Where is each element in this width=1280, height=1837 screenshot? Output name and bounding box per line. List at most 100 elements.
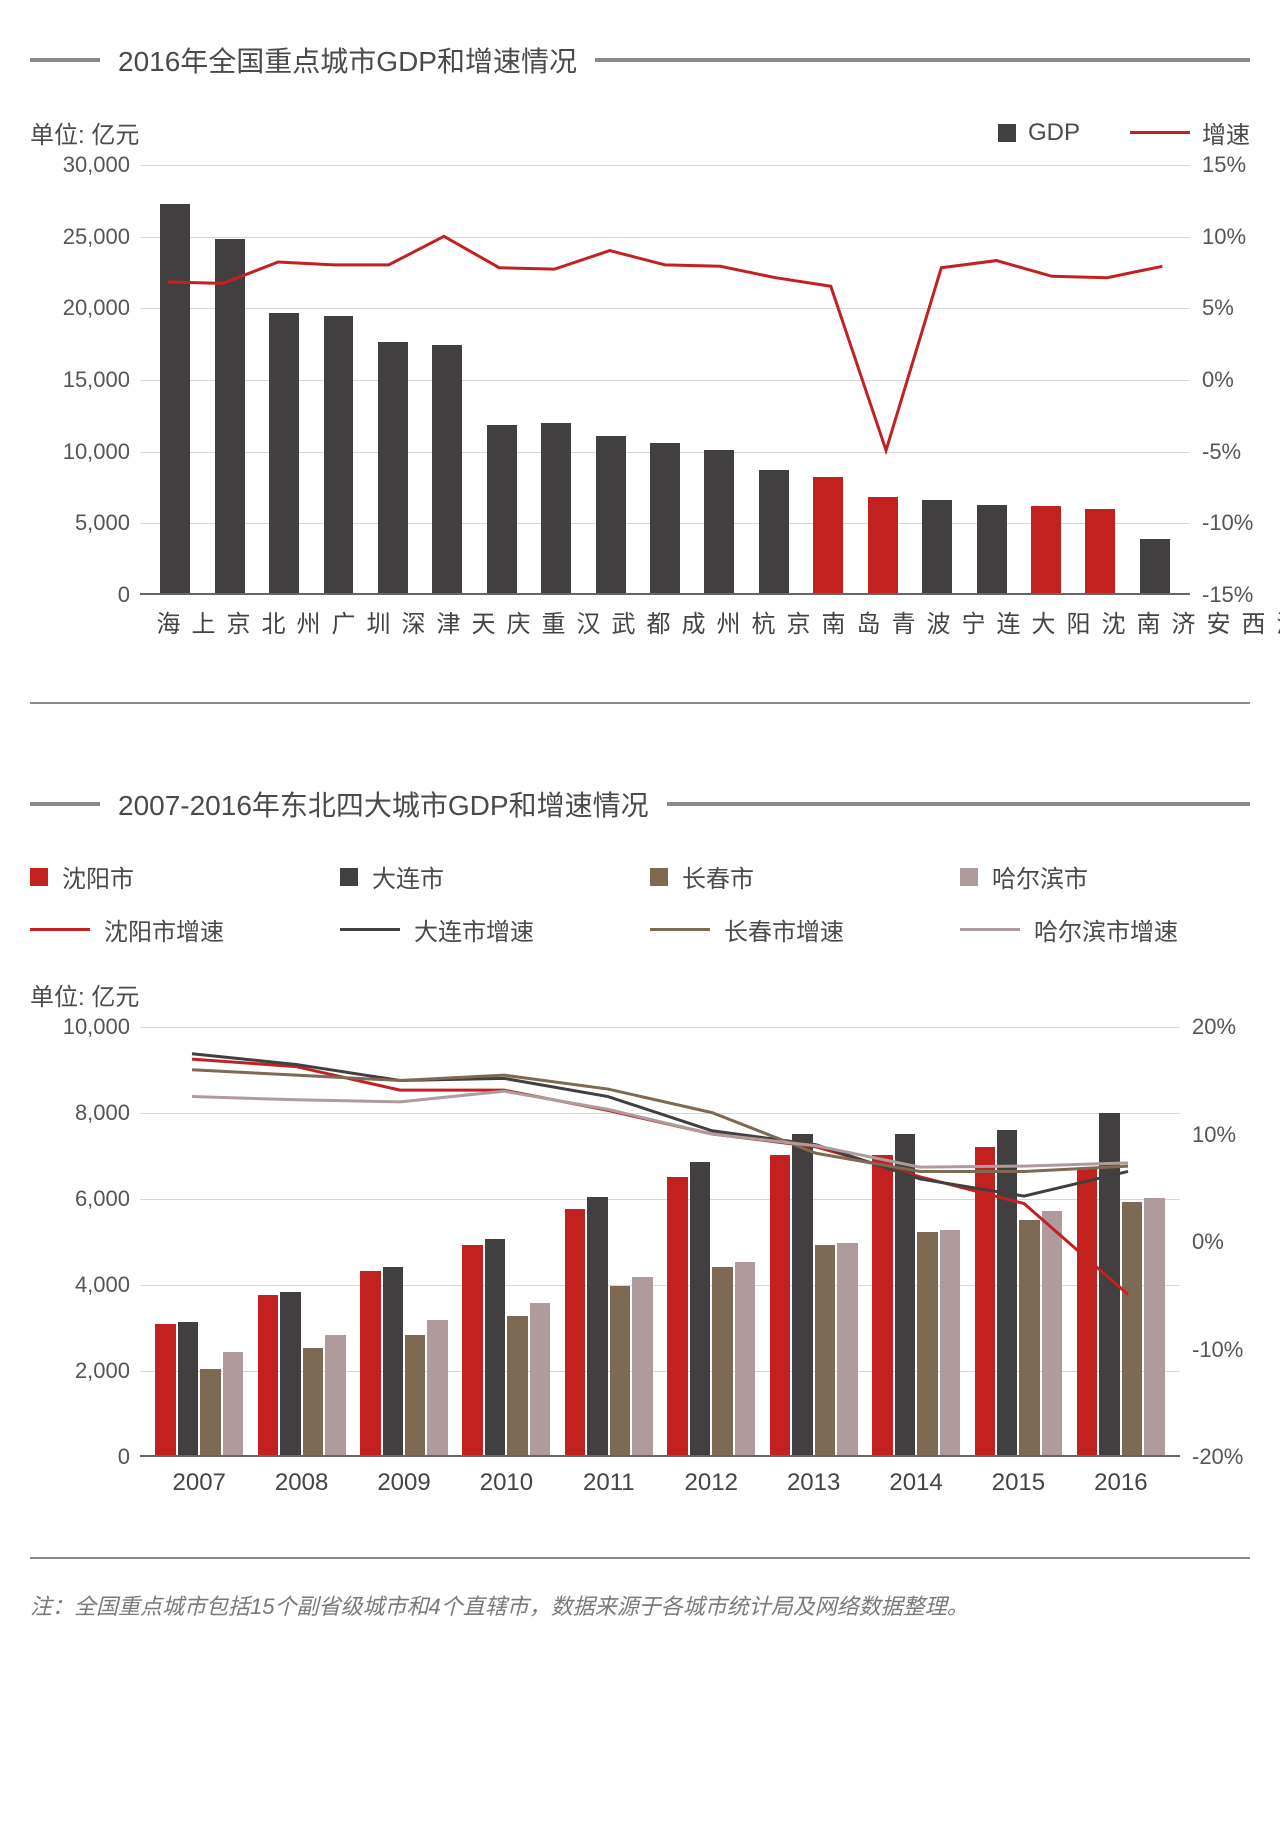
- title-rule-left: [30, 58, 100, 62]
- chart1-unit-label: 单位: 亿元: [30, 115, 139, 150]
- ytick-left: 10,000: [30, 439, 130, 465]
- xlabel: 上海: [148, 607, 218, 642]
- bar-group-slot: [967, 1027, 1069, 1455]
- bar: [427, 1320, 447, 1455]
- bar: [565, 1209, 585, 1455]
- bar: [405, 1335, 425, 1455]
- legend-bar-item: 长春市: [650, 859, 940, 894]
- xlabel: 青岛: [848, 607, 918, 642]
- legend-swatch: [30, 868, 48, 886]
- bar: [940, 1230, 960, 1455]
- bar: [1099, 1113, 1119, 1455]
- ytick-right: 10%: [1192, 1122, 1272, 1148]
- bar-slot: [910, 165, 964, 593]
- bar-slot: [529, 165, 583, 593]
- bar: [215, 239, 245, 593]
- bar: [530, 1303, 550, 1455]
- bar-group-slot: [1070, 1027, 1172, 1455]
- xlabel: 重庆: [498, 607, 568, 642]
- ytick-right: 15%: [1202, 152, 1280, 178]
- legend-swatch: [960, 928, 1020, 931]
- xlabel: 2011: [558, 1469, 660, 1497]
- bar-group: [250, 1027, 352, 1455]
- legend-bar-item: 沈阳市: [30, 859, 320, 894]
- legend-growth-swatch: [1130, 131, 1190, 134]
- legend-line-item: 沈阳市增速: [30, 912, 320, 947]
- bar-group-slot: [558, 1027, 660, 1455]
- bar: [704, 450, 734, 593]
- bar: [487, 425, 517, 593]
- bar: [650, 443, 680, 593]
- legend-label: 大连市: [372, 859, 444, 894]
- xlabel: 成都: [638, 607, 708, 642]
- bar: [485, 1239, 505, 1455]
- bar: [1122, 1202, 1142, 1455]
- ytick-right: -20%: [1192, 1444, 1272, 1470]
- title-rule-left: [30, 802, 100, 806]
- bar-slot: [1019, 165, 1073, 593]
- xlabel: 2013: [762, 1469, 864, 1497]
- bar: [868, 497, 898, 593]
- bar: [1019, 1220, 1039, 1455]
- ytick-left: 30,000: [30, 152, 130, 178]
- bar-group-slot: [762, 1027, 864, 1455]
- bar-group-slot: [148, 1027, 250, 1455]
- bar-slot: [855, 165, 909, 593]
- bar-group: [762, 1027, 864, 1455]
- legend-label: 沈阳市增速: [104, 912, 224, 947]
- ytick-left: 0: [30, 582, 130, 608]
- bar: [462, 1245, 482, 1455]
- xlabel: 2012: [660, 1469, 762, 1497]
- xlabel: 2007: [148, 1469, 250, 1497]
- bar: [1042, 1211, 1062, 1455]
- bar-slot: [148, 165, 202, 593]
- bar-group: [148, 1027, 250, 1455]
- bar: [200, 1369, 220, 1455]
- legend-bar-item: 大连市: [340, 859, 630, 894]
- ytick-left: 15,000: [30, 367, 130, 393]
- ytick-right: 0%: [1202, 367, 1280, 393]
- bar-slot: [202, 165, 256, 593]
- bar: [223, 1352, 243, 1455]
- bar-slot: [692, 165, 746, 593]
- xlabel: 2010: [455, 1469, 557, 1497]
- bar-group: [353, 1027, 455, 1455]
- ytick-left: 20,000: [30, 295, 130, 321]
- bar-group-slot: [353, 1027, 455, 1455]
- legend-label: 长春市增速: [724, 912, 844, 947]
- bar: [258, 1295, 278, 1456]
- chart2-plot: 02,0004,0006,0008,00010,000-20%-10%0%10%…: [140, 1027, 1180, 1457]
- bar: [977, 505, 1007, 593]
- bar: [610, 1286, 630, 1455]
- legend-gdp-label: GDP: [1028, 119, 1080, 147]
- bar-slot: [964, 165, 1018, 593]
- legend-line-item: 哈尔滨市增速: [960, 912, 1250, 947]
- chart2-title-row: 2007-2016年东北四大城市GDP和增速情况: [30, 784, 1250, 824]
- bar-slot: [1073, 165, 1127, 593]
- bar: [507, 1316, 527, 1455]
- title-rule-right: [667, 802, 1250, 806]
- bar-slot: [638, 165, 692, 593]
- bar: [815, 1245, 835, 1455]
- ytick-left: 8,000: [30, 1100, 130, 1126]
- bar: [792, 1134, 812, 1455]
- legend-swatch: [340, 868, 358, 886]
- bar: [360, 1271, 380, 1455]
- legend-growth-label: 增速: [1202, 115, 1250, 150]
- bar-slot: [1128, 165, 1182, 593]
- bar: [280, 1292, 300, 1455]
- xlabel: 广州: [288, 607, 358, 642]
- bar: [378, 342, 408, 593]
- bar: [895, 1134, 915, 1455]
- bar: [667, 1177, 687, 1455]
- bar: [325, 1335, 345, 1455]
- xlabel: 2016: [1070, 1469, 1172, 1497]
- bar-group-slot: [865, 1027, 967, 1455]
- xlabel: 2009: [353, 1469, 455, 1497]
- bar: [813, 477, 843, 593]
- bar: [872, 1155, 892, 1455]
- bar: [922, 500, 952, 593]
- chart2-plot-wrap: 02,0004,0006,0008,00010,000-20%-10%0%10%…: [30, 1027, 1250, 1497]
- xlabel: 北京: [218, 607, 288, 642]
- chart2-legend: 沈阳市大连市长春市哈尔滨市沈阳市增速大连市增速长春市增速哈尔滨市增速: [30, 859, 1250, 947]
